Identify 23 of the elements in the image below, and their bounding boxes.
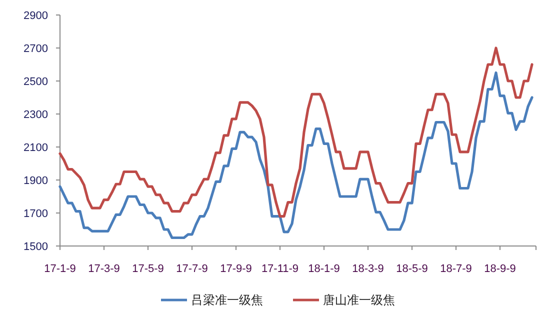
legend-label: 吕梁准一级焦 <box>191 293 263 307</box>
x-tick-label: 17-11-9 <box>261 263 299 275</box>
y-tick-label: 2700 <box>24 43 48 55</box>
y-tick-label: 2300 <box>24 109 48 121</box>
x-tick-label: 17-3-9 <box>88 263 120 275</box>
x-tick-label: 17-5-9 <box>132 263 164 275</box>
x-tick-label: 18-9-9 <box>484 263 516 275</box>
x-tick-label: 17-1-9 <box>44 263 76 275</box>
x-tick-label: 18-7-9 <box>440 263 472 275</box>
x-tick-label: 18-3-9 <box>352 263 384 275</box>
x-tick-label: 18-5-9 <box>396 263 428 275</box>
y-tick-label: 1500 <box>24 241 48 253</box>
line-series <box>58 71 534 240</box>
y-tick-label: 2500 <box>24 76 48 88</box>
line-series <box>58 46 534 218</box>
x-tick-label: 18-1-9 <box>308 263 340 275</box>
y-tick-label: 2900 <box>24 10 48 22</box>
y-tick-label: 1900 <box>24 175 48 187</box>
y-tick-label: 2100 <box>24 142 48 154</box>
y-tick-label: 1700 <box>24 208 48 220</box>
x-tick-label: 17-7-9 <box>176 263 208 275</box>
x-tick-label: 17-9-9 <box>220 263 252 275</box>
legend-label: 唐山准一级焦 <box>323 293 395 307</box>
